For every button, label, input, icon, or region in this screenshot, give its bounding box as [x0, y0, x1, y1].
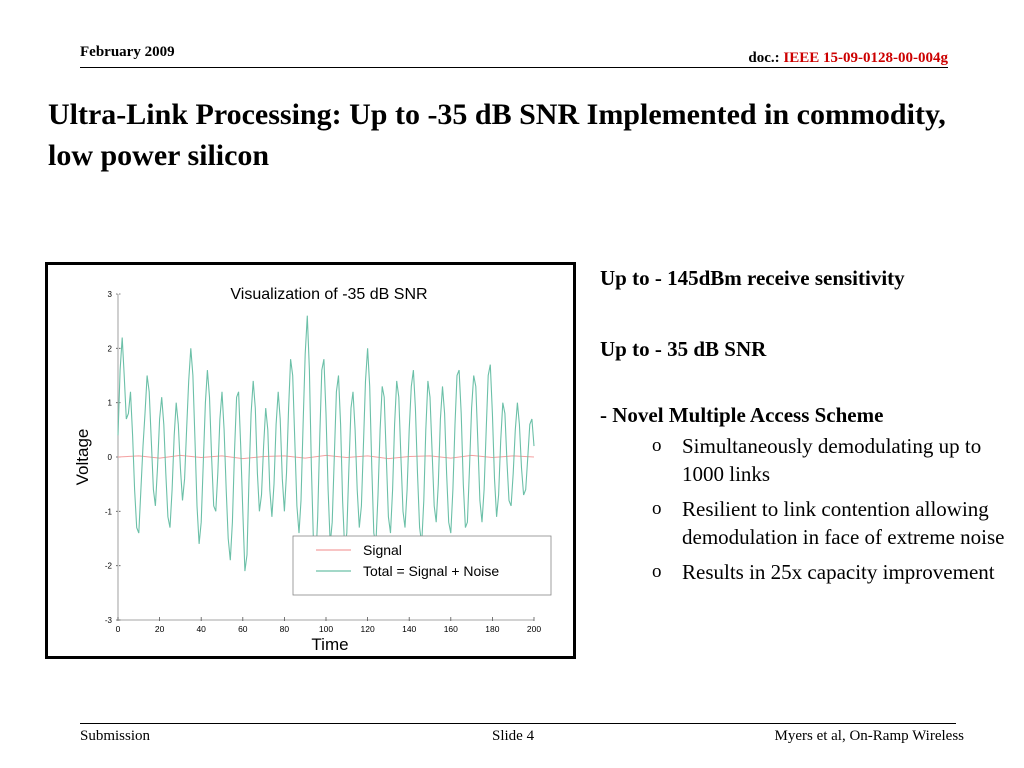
chart-frame: 3 2 1 0 -1 -2 -3 0 20 40 60 80 100 120 140 160 180 200 Vis… [45, 262, 576, 659]
y-tick-label: 0 [108, 453, 113, 462]
sub-bullet: o Simultaneously demodulating up to 1000… [600, 432, 1010, 488]
bullet-snr: Up to - 35 dB SNR [600, 337, 767, 361]
legend-label: Total = Signal + Noise [363, 563, 499, 579]
footer-rule [80, 723, 956, 724]
doc-prefix: doc.: [748, 50, 780, 66]
bullet-access-scheme: - Novel Multiple Access Scheme [600, 403, 884, 427]
footer-slide-number: Slide 4 [492, 728, 535, 744]
sub-bullet-text: Resilient to link contention allowing de… [682, 497, 1005, 549]
x-tick-label: 20 [155, 624, 165, 634]
sub-bullet-text: Simultaneously demodulating up to 1000 l… [682, 434, 982, 486]
slide-title: Ultra-Link Processing: Up to -35 dB SNR … [48, 98, 946, 172]
x-tick-label: 120 [361, 624, 375, 634]
x-tick-label: 80 [280, 624, 290, 634]
x-tick-label: 200 [527, 624, 541, 634]
sub-bullet: o Resilient to link contention allowing … [600, 495, 1010, 551]
chart-title: Visualization of -35 dB SNR [230, 286, 427, 303]
legend-box [292, 535, 552, 596]
bullet-sensitivity: Up to - 145dBm receive sensitivity [600, 266, 905, 290]
sub-bullet-text: Results in 25x capacity improvement [682, 560, 995, 584]
header-doc: doc.: IEEE 15-09-0128-00-004g [748, 50, 948, 67]
y-tick-label: -2 [105, 562, 113, 571]
x-tick-label: 60 [238, 624, 248, 634]
x-tick-label: 0 [116, 624, 121, 634]
footer-submission: Submission [80, 728, 151, 744]
x-tick-label: 140 [402, 624, 416, 634]
x-tick-label: 160 [444, 624, 458, 634]
sub-bullet-marker: o [652, 498, 662, 519]
x-tick-label: 40 [196, 624, 206, 634]
x-tick-label: 100 [319, 624, 333, 634]
total-series-line [117, 315, 535, 572]
doc-id: IEEE 15-09-0128-00-004g [783, 50, 948, 66]
bullet-list: Up to - 145dBm receive sensitivity Up to… [600, 264, 1010, 586]
header-date: February 2009 [80, 44, 175, 60]
y-axis-label: Voltage [73, 429, 92, 486]
legend-label: Signal [363, 542, 402, 558]
signal-series-line [117, 454, 535, 460]
y-tick-label: -3 [105, 616, 113, 625]
y-tick-label: -1 [105, 507, 113, 516]
y-tick-label: 3 [108, 290, 113, 299]
y-tick-label: 2 [108, 344, 113, 353]
x-tick-label: 180 [485, 624, 499, 634]
x-axis-label: Time [311, 635, 348, 654]
footer-authors: Myers et al, On-Ramp Wireless [774, 728, 965, 744]
header-rule [80, 67, 948, 68]
sub-bullet-marker: o [652, 435, 662, 456]
y-tick-label: 1 [108, 399, 113, 408]
sub-bullet-marker: o [652, 561, 662, 582]
sub-bullet: o Results in 25x capacity improvement [600, 558, 1010, 586]
